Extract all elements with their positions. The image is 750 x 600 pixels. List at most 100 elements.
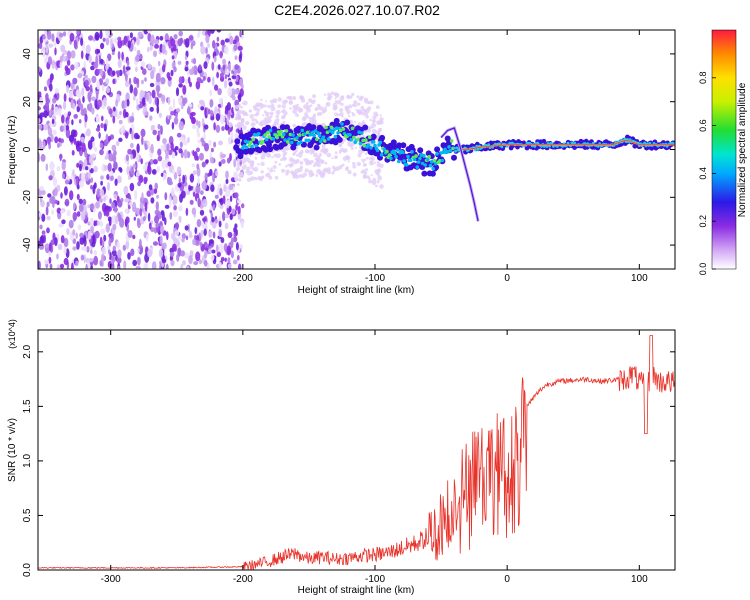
noise-speckle bbox=[125, 66, 131, 71]
noise-speckle bbox=[150, 143, 154, 154]
noise-speckle bbox=[79, 232, 84, 238]
noise-speckle bbox=[176, 253, 180, 262]
noise-speckle bbox=[86, 246, 90, 253]
noise-speckle bbox=[140, 128, 146, 138]
noise-speckle bbox=[199, 241, 203, 247]
noise-speckle bbox=[112, 115, 116, 124]
noise-speckle bbox=[152, 159, 158, 165]
noise-speckle bbox=[217, 64, 221, 70]
ridge-halo bbox=[334, 155, 338, 160]
spectrogram-ytick-label: -40 bbox=[22, 237, 33, 252]
noise-speckle bbox=[226, 116, 229, 126]
ridge-core bbox=[297, 133, 302, 137]
snr-ytick-label: 1.0 bbox=[22, 454, 33, 468]
ridge-halo bbox=[245, 166, 251, 172]
ridge-halo bbox=[318, 170, 324, 176]
ridge-halo bbox=[245, 170, 248, 174]
noise-speckle bbox=[171, 151, 176, 159]
ridge-halo bbox=[237, 162, 240, 165]
noise-speckle bbox=[182, 84, 187, 95]
noise-speckle bbox=[198, 120, 201, 129]
ridge-halo bbox=[321, 149, 324, 152]
ridge-core bbox=[401, 150, 405, 155]
noise-speckle bbox=[87, 171, 91, 179]
noise-speckle bbox=[210, 184, 215, 192]
noise-speckle bbox=[166, 143, 170, 152]
noise-speckle bbox=[57, 142, 60, 148]
ridge-envelope bbox=[237, 153, 244, 160]
noise-speckle bbox=[88, 54, 92, 64]
noise-speckle bbox=[230, 177, 235, 183]
noise-speckle bbox=[91, 75, 97, 84]
ridge-halo bbox=[374, 169, 380, 174]
noise-speckle bbox=[111, 249, 117, 257]
noise-speckle bbox=[191, 163, 195, 168]
noise-speckle bbox=[139, 238, 142, 249]
ridge-core bbox=[447, 145, 451, 149]
noise-speckle bbox=[105, 78, 110, 85]
noise-speckle bbox=[38, 212, 42, 218]
noise-speckle bbox=[83, 158, 87, 167]
noise-speckle bbox=[38, 139, 43, 149]
noise-speckle bbox=[38, 260, 41, 269]
noise-speckle bbox=[59, 125, 65, 132]
ridge-halo bbox=[353, 100, 358, 105]
noise-speckle bbox=[85, 166, 89, 171]
ridge-halo bbox=[237, 123, 243, 128]
noise-speckle bbox=[208, 139, 212, 147]
noise-speckle bbox=[89, 203, 95, 210]
noise-speckle bbox=[83, 254, 87, 264]
ridge-halo bbox=[299, 161, 304, 165]
ridge-halo bbox=[351, 92, 355, 97]
noise-speckle bbox=[88, 35, 94, 41]
ridge-halo bbox=[350, 146, 354, 150]
noise-speckle bbox=[140, 61, 146, 68]
noise-speckle bbox=[93, 255, 99, 266]
noise-speckle bbox=[232, 39, 237, 45]
noise-speckle bbox=[175, 108, 181, 113]
ridge-core bbox=[249, 140, 253, 145]
ridge-halo bbox=[265, 173, 269, 177]
noise-speckle bbox=[195, 251, 201, 262]
ridge-halo bbox=[358, 149, 363, 155]
noise-speckle bbox=[212, 40, 216, 49]
noise-speckle bbox=[65, 67, 71, 76]
ridge-halo bbox=[254, 151, 259, 156]
noise-speckle bbox=[39, 185, 45, 191]
ridge-envelope bbox=[292, 140, 299, 147]
noise-speckle bbox=[228, 205, 232, 213]
ridge-core bbox=[628, 138, 632, 142]
ridge-envelope bbox=[267, 146, 274, 153]
ridge-halo bbox=[344, 107, 350, 112]
noise-speckle bbox=[167, 76, 172, 81]
noise-speckle bbox=[85, 85, 90, 92]
noise-speckle bbox=[93, 61, 99, 69]
colorbar-tick-label: 0.0 bbox=[698, 263, 708, 276]
noise-speckle bbox=[140, 91, 145, 96]
noise-speckle bbox=[68, 90, 74, 99]
noise-speckle bbox=[219, 50, 223, 59]
noise-speckle bbox=[60, 235, 65, 244]
noise-speckle bbox=[225, 187, 231, 196]
ridge-halo bbox=[334, 97, 337, 100]
noise-speckle bbox=[220, 237, 225, 244]
noise-speckle bbox=[147, 32, 152, 42]
noise-speckle bbox=[46, 227, 50, 234]
ridge-halo bbox=[366, 156, 369, 160]
noise-speckle bbox=[103, 97, 107, 106]
ridge-core bbox=[393, 151, 397, 156]
noise-speckle bbox=[175, 222, 180, 230]
ridge-envelope bbox=[234, 138, 241, 145]
ridge-core bbox=[440, 158, 445, 163]
noise-speckle bbox=[211, 76, 215, 87]
noise-speckle bbox=[180, 190, 186, 199]
noise-speckle bbox=[144, 77, 147, 82]
noise-speckle bbox=[178, 205, 183, 212]
ridge-halo bbox=[364, 168, 368, 172]
noise-speckle bbox=[94, 220, 98, 226]
noise-speckle bbox=[111, 144, 117, 152]
ridge-envelope bbox=[444, 135, 451, 142]
noise-speckle bbox=[197, 177, 200, 186]
noise-speckle bbox=[118, 137, 123, 142]
